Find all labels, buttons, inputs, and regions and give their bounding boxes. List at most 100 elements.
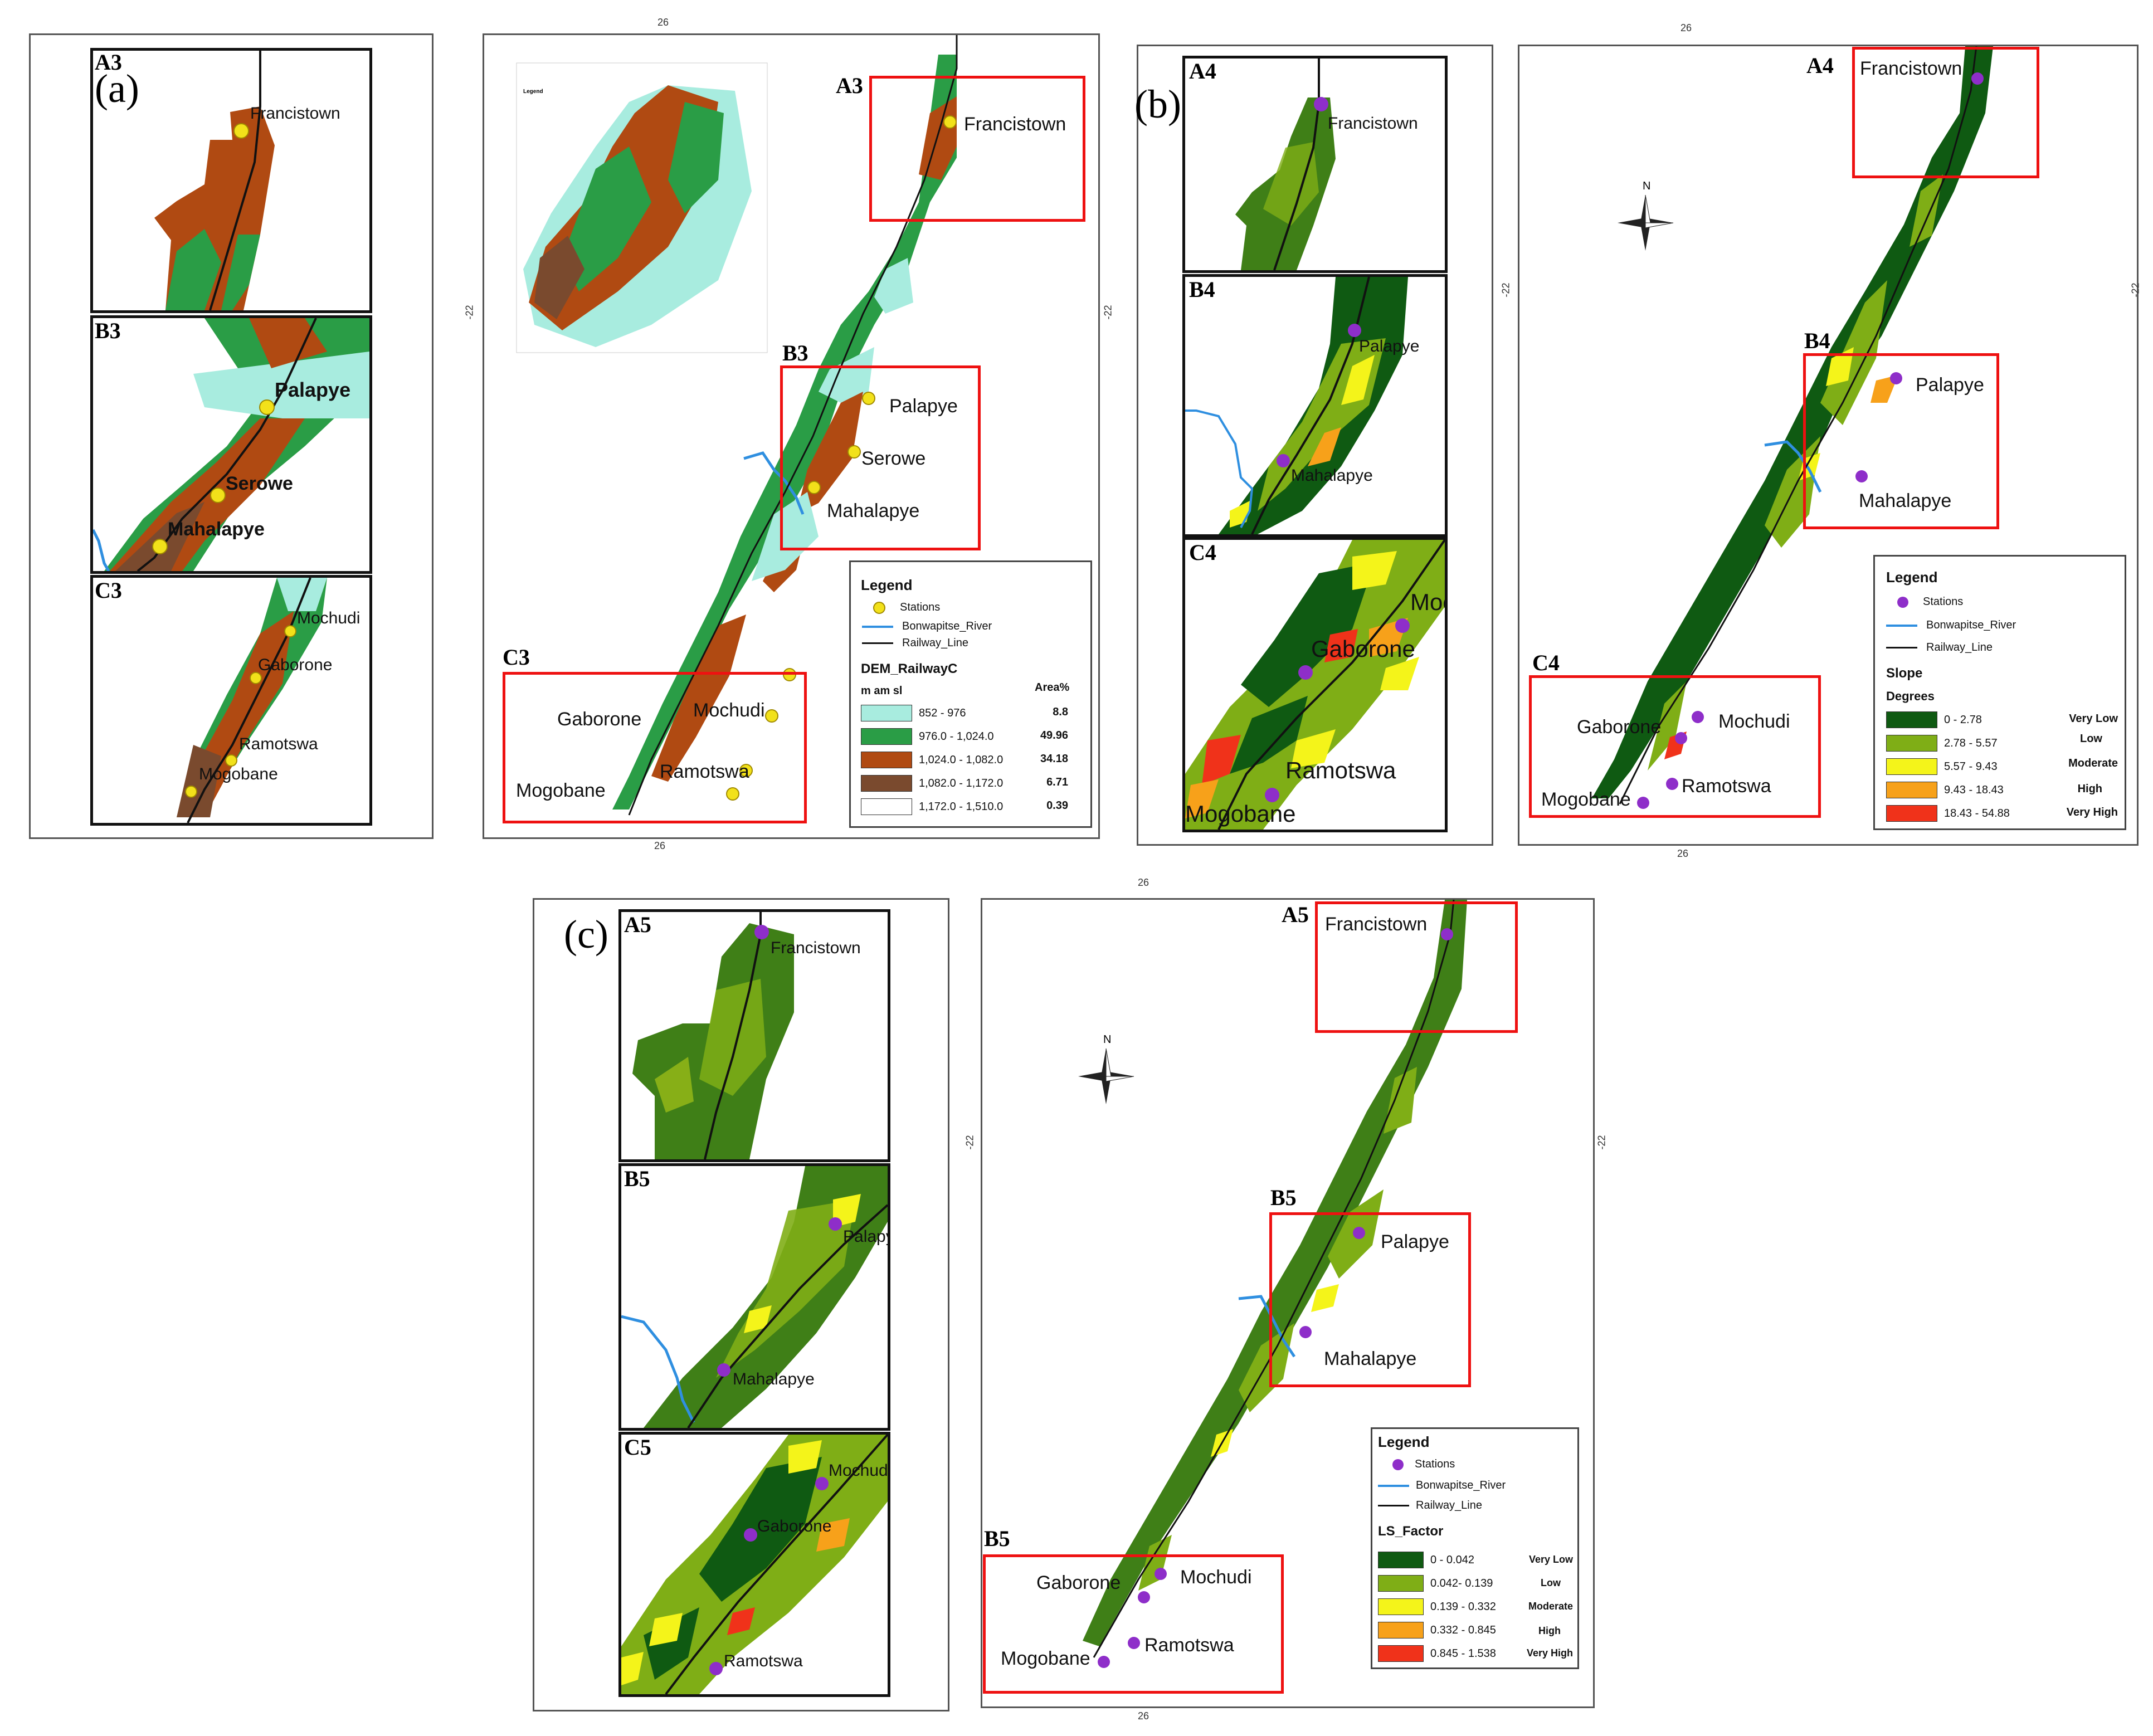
legend-b-name-1: Very Low <box>2069 713 2118 725</box>
inset-label-c4: C4 <box>1189 540 1216 565</box>
highlight-label-a4: A4 <box>1806 53 1834 78</box>
main-a-serowe: Serowe <box>861 448 926 469</box>
swatch <box>861 775 912 792</box>
main-b-francistown: Francistown <box>1860 58 1962 79</box>
main-b-gaborone: Gaborone <box>1577 716 1662 738</box>
legend-a-class-1: 852 - 976 <box>919 706 966 719</box>
station-marker <box>233 123 249 139</box>
main-c-ramotswa: Ramotswa <box>1144 1635 1234 1656</box>
legend-b-class-5: 18.43 - 54.88 <box>1944 807 2010 820</box>
legend-c-name-1: Very Low <box>1528 1554 1573 1565</box>
swatch <box>1378 1575 1424 1592</box>
tick-lon-top-a: 26 <box>657 17 669 28</box>
inset-label-a5: A5 <box>624 912 651 937</box>
legend-c-title: Legend <box>1378 1433 1430 1450</box>
tick-lat-left-c: -22 <box>964 1135 976 1150</box>
north-arrow-b: N <box>1618 180 1674 251</box>
highlight-label-a3: A3 <box>836 73 863 98</box>
swatch <box>1886 735 1937 752</box>
main-a-mogobane: Mogobane <box>516 780 606 801</box>
locator-map: Legend <box>516 62 768 353</box>
station-legend-icon <box>873 601 885 614</box>
legend-c-name-3: Moderate <box>1528 1601 1573 1612</box>
legend-a-rail: Railway_Line <box>902 637 968 649</box>
swatch <box>1378 1552 1424 1568</box>
highlight-label-c4: C4 <box>1532 650 1560 675</box>
inset-a5-map <box>632 912 794 1159</box>
legend-b-class-2: 2.78 - 5.57 <box>1944 737 1998 749</box>
inset-c4-map <box>1185 540 1445 830</box>
legend-a-area-5: 0.39 <box>1046 799 1068 812</box>
legend-c-name-2: Low <box>1541 1577 1561 1588</box>
station-label-ramotswa-c: Ramotswa <box>724 1652 803 1670</box>
highlight-label-a5: A5 <box>1282 902 1309 927</box>
legend-c-name-5: Very High <box>1526 1647 1573 1659</box>
inset-label-b4: B4 <box>1189 277 1215 302</box>
legend-b-name-4: High <box>2077 783 2102 795</box>
inset-a3: Francistown <box>90 48 372 313</box>
main-c-palapye: Palapye <box>1381 1231 1449 1252</box>
river-legend-icon <box>1378 1484 1409 1487</box>
inset-a3-map <box>154 51 275 310</box>
station-label-palapye-b: Palapye <box>1359 337 1420 355</box>
swatch <box>1886 782 1937 798</box>
inset-label-c3: C3 <box>95 578 122 603</box>
river-legend-icon <box>1886 624 1917 627</box>
main-b-mochudi: Mochudi <box>1718 711 1790 732</box>
main-c-mahalapye: Mahalapye <box>1324 1348 1417 1369</box>
station-label-mahalapye-b: Mahalapye <box>1291 466 1373 485</box>
legend-c-layer: LS_Factor <box>1378 1524 1444 1539</box>
tick-lat-right-c: -22 <box>1596 1135 1608 1150</box>
main-c-francistown: Francistown <box>1325 914 1428 935</box>
panel-a-main-map: Legend <box>516 35 958 816</box>
rail-legend-icon <box>1886 647 1917 648</box>
legend-a-class-2: 976.0 - 1,024.0 <box>919 730 994 743</box>
station-label-ramotswa: Ramotswa <box>239 735 318 753</box>
highlight-box-b3 <box>780 365 981 550</box>
swatch <box>1886 711 1937 728</box>
highlight-label-b4: B4 <box>1804 328 1830 353</box>
svg-text:N: N <box>1103 1033 1111 1046</box>
rail-legend-icon <box>862 642 893 644</box>
main-a-gaborone: Gaborone <box>557 709 642 730</box>
main-a-palapye: Palapye <box>889 396 958 417</box>
legend-c-class-3: 0.139 - 0.332 <box>1430 1600 1496 1613</box>
tick-lon-top-b: 26 <box>1680 22 1692 33</box>
swatch <box>861 728 912 745</box>
highlight-box-c5 <box>983 1554 1284 1694</box>
tick-lat-left-b: -22 <box>1500 282 1512 298</box>
station-label-gaborone-c: Gaborone <box>757 1517 832 1535</box>
svg-text:N: N <box>1643 180 1650 192</box>
tick-lon-top-c: 26 <box>1138 877 1149 888</box>
panel-c-main-map <box>1083 900 1467 1668</box>
legend-a-area-4: 6.71 <box>1046 776 1068 788</box>
panel-a-label: (a) <box>95 66 139 111</box>
inset-c3-map <box>177 578 327 823</box>
inset-c4: Mochudi Gaborone Ramotswa Mogobane <box>1182 537 1448 832</box>
main-c-mogobane: Mogobane <box>1001 1648 1090 1669</box>
legend-b-layer: Slope <box>1886 666 1923 681</box>
legend-b-river: Bonwapitse_River <box>1926 619 2016 631</box>
legend-a-river: Bonwapitse_River <box>902 620 992 632</box>
legend-b-class-4: 9.43 - 18.43 <box>1944 783 2004 796</box>
inset-b4: Palapye Mahalapye <box>1182 274 1448 537</box>
legend-a-area-1: 8.8 <box>1053 706 1068 718</box>
inset-c3: Mochudi Gaborone Ramotswa Mogobane <box>90 575 372 826</box>
legend-a-unit: m am sl <box>861 685 903 697</box>
north-arrow-c: N <box>1078 1033 1134 1104</box>
swatch <box>1378 1645 1424 1662</box>
legend-b-name-2: Low <box>2080 733 2102 745</box>
legend-a-area-2: 49.96 <box>1040 729 1068 742</box>
inset-a5: Francistown <box>618 909 890 1162</box>
legend-c-class-4: 0.332 - 0.845 <box>1430 1623 1496 1636</box>
legend-a-area-3: 34.18 <box>1040 753 1068 765</box>
inset-c5-map <box>621 1435 888 1694</box>
main-a-mahalapye: Mahalapye <box>827 500 920 521</box>
station-label-serowe: Serowe <box>226 473 293 494</box>
legend-c-rail: Railway_Line <box>1416 1499 1482 1511</box>
station-label-mogobane: Mogobane <box>199 765 278 783</box>
station-label-mochudi-b: Mochudi <box>1410 589 1445 615</box>
inset-a4: Francistown <box>1182 56 1448 273</box>
legend-a-class-5: 1,172.0 - 1,510.0 <box>919 800 1004 813</box>
legend-b-title: Legend <box>1886 569 1938 586</box>
